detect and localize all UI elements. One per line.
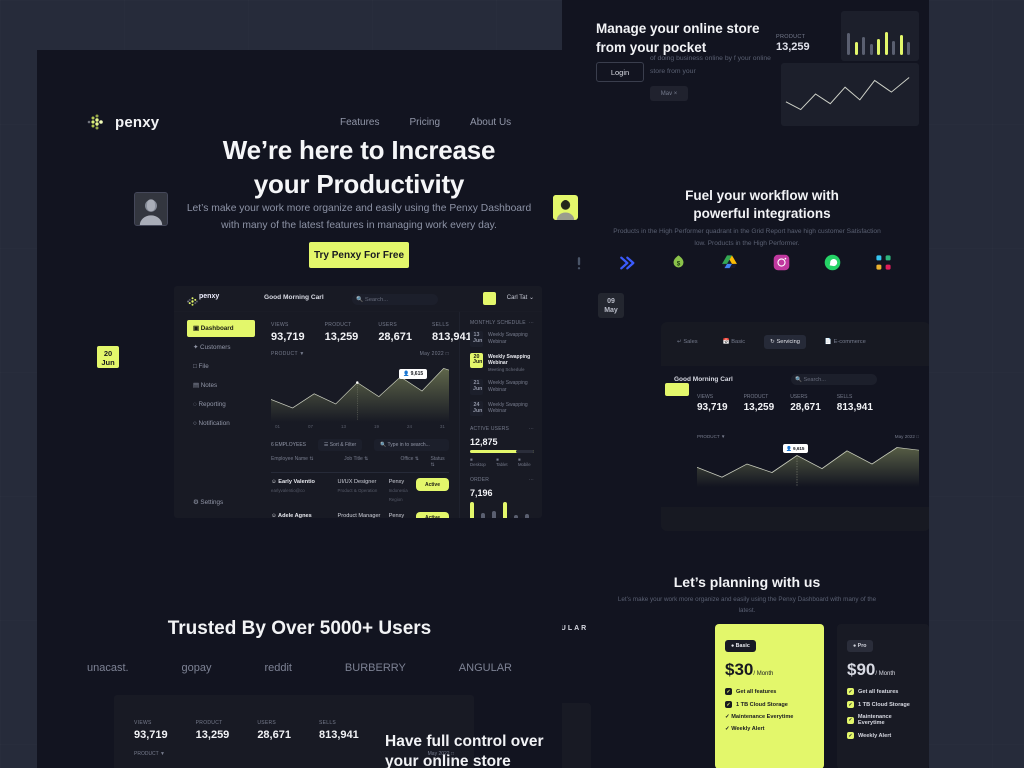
svg-text:$: $ xyxy=(677,260,681,267)
